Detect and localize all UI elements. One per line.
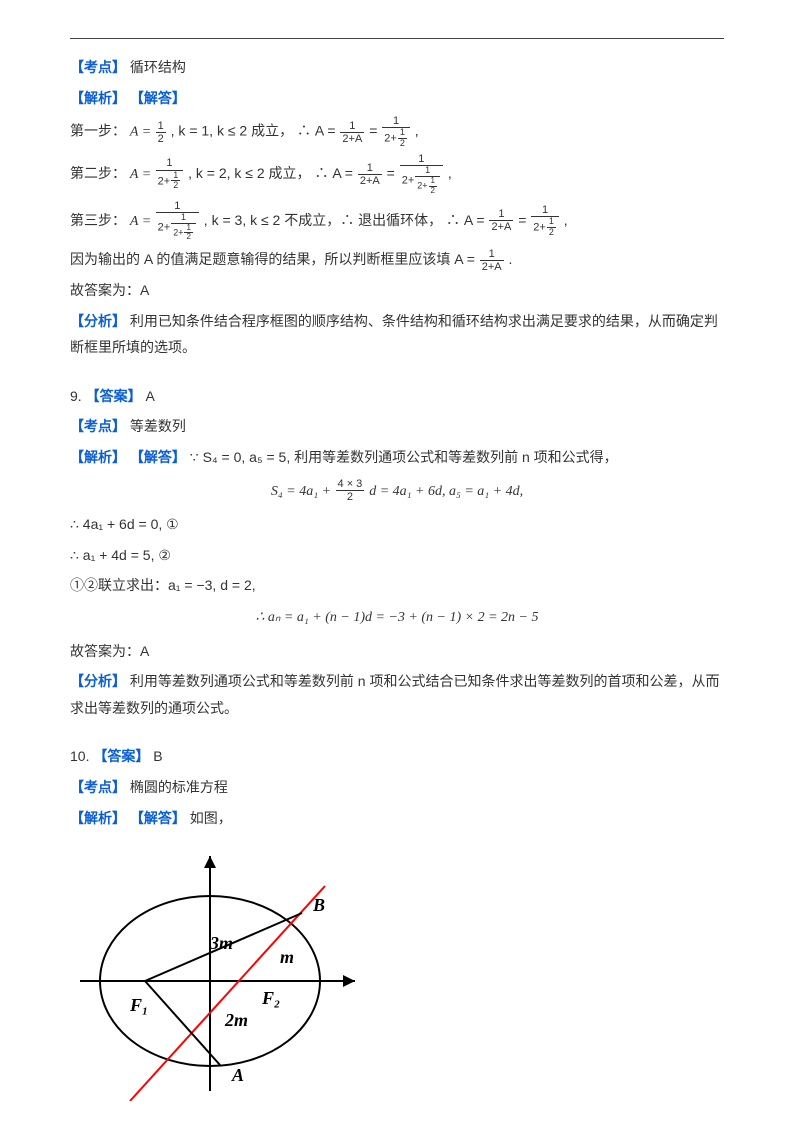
q8-jiexi-header: 【解析】 【解答】 bbox=[70, 85, 724, 112]
frac-nested2a: 12+12 bbox=[156, 157, 184, 191]
svg-text:2m: 2m bbox=[224, 1010, 248, 1030]
frac-nested1: 12+12 bbox=[382, 115, 410, 149]
q9-eq-center2: ∴ aₙ = a₁ + (n − 1)d = −3 + (n − 1) × 2 … bbox=[70, 605, 724, 632]
step1-label: 第一步： bbox=[70, 123, 126, 139]
q9-eqc-right: d = 4a₁ + 6d, a₅ = a₁ + 4d, bbox=[369, 484, 523, 499]
svg-text:3m: 3m bbox=[209, 933, 233, 953]
frac-1-2pA-b: 12+A bbox=[358, 162, 382, 187]
q8-analysis-text: 利用已知条件结合程序框图的顺序结构、条件结构和循环结构求出满足要求的结果，从而确… bbox=[70, 313, 718, 356]
q8-step1: 第一步： A = 12 , k = 1, k ≤ 2 成立， ∴ A = 12+… bbox=[70, 115, 724, 149]
q9-eq-center: S₄ = 4a₁ + 4 × 3 2 d = 4a₁ + 6d, a₅ = a₁… bbox=[70, 477, 724, 506]
svg-text:F₂: F₂ bbox=[261, 988, 280, 1008]
step3-A: A = bbox=[130, 214, 155, 229]
q9-eqc-left: S₄ = 4a₁ + bbox=[271, 484, 335, 499]
step1-res-prefix: ∴ A = bbox=[297, 123, 339, 139]
q10-section: 10. 【答案】 B 【考点】 椭圆的标准方程 【解析】 【解答】 如图， 3m… bbox=[70, 743, 724, 1101]
q9-line3: ∴ a₁ + 4d = 5, ② bbox=[70, 542, 724, 569]
q10-topic: 椭圆的标准方程 bbox=[130, 779, 228, 795]
daan-tag-10: 【答案】 bbox=[93, 748, 149, 764]
eq3: = bbox=[518, 212, 530, 228]
q9-answer-letter: A bbox=[145, 388, 154, 404]
svg-text:F₁: F₁ bbox=[129, 995, 148, 1015]
q9-section: 9. 【答案】 A 【考点】 等差数列 【解析】 【解答】 ∵ S₄ = 0, … bbox=[70, 383, 724, 722]
jieda-tag-9: 【解答】 bbox=[130, 449, 186, 465]
jiexi-tag-9: 【解析】 bbox=[70, 449, 126, 465]
fenxi-tag-9: 【分析】 bbox=[70, 673, 126, 689]
step1-cond: , k = 1, k ≤ 2 成立， bbox=[171, 123, 293, 139]
frac-nested3b: 12+12 bbox=[531, 204, 559, 238]
q8-step3: 第三步： A = 12+12+12 , k = 3, k ≤ 2 不成立，∴ 退… bbox=[70, 200, 724, 243]
step3-cond: , k = 3, k ≤ 2 不成立，∴ 退出循环体， bbox=[204, 212, 442, 228]
q8-output-final: . bbox=[509, 251, 513, 267]
step3-label: 第三步： bbox=[70, 212, 126, 228]
q10-answer-letter: B bbox=[153, 748, 162, 764]
eq2: = bbox=[387, 165, 399, 181]
q10-kaodian: 【考点】 椭圆的标准方程 bbox=[70, 774, 724, 801]
q9-topic: 等差数列 bbox=[130, 418, 186, 434]
svg-text:m: m bbox=[280, 947, 294, 967]
q9-line2: ∴ 4a₁ + 6d = 0, ① bbox=[70, 511, 724, 538]
q9-jiexi: 【解析】 【解答】 ∵ S₄ = 0, a₅ = 5, 利用等差数列通项公式和等… bbox=[70, 444, 724, 471]
q9-line1: ∵ S₄ = 0, a₅ = 5, 利用等差数列通项公式和等差数列前 n 项和公… bbox=[190, 449, 618, 465]
frac-1-2: 12 bbox=[156, 120, 166, 145]
q9-kaodian: 【考点】 等差数列 bbox=[70, 413, 724, 440]
jiexi-tag: 【解析】 bbox=[70, 90, 126, 106]
jiexi-tag-10: 【解析】 bbox=[70, 810, 126, 826]
step3-res-prefix: ∴ A = bbox=[446, 212, 488, 228]
q9-number: 9. bbox=[70, 388, 82, 404]
frac-1-2pA: 12+A bbox=[340, 120, 364, 145]
q9-answer-header: 9. 【答案】 A bbox=[70, 383, 724, 410]
kaodian-tag-9: 【考点】 bbox=[70, 418, 126, 434]
q9-analysis-text: 利用等差数列通项公式和等差数列前 n 项和公式结合已知条件求出等差数列的首项和公… bbox=[70, 673, 719, 716]
step2-res-prefix: ∴ A = bbox=[314, 165, 356, 181]
comma2: , bbox=[448, 165, 452, 181]
q8-analysis: 【分析】 利用已知条件结合程序框图的顺序结构、条件结构和循环结构求出满足要求的结… bbox=[70, 308, 724, 361]
frac-nested2b: 12+12+12 bbox=[400, 153, 443, 196]
q10-number: 10. bbox=[70, 748, 89, 764]
q8-section: 【考点】 循环结构 【解析】 【解答】 第一步： A = 12 , k = 1,… bbox=[70, 54, 724, 361]
svg-text:A: A bbox=[231, 1065, 244, 1085]
header-rule bbox=[70, 38, 724, 39]
q8-kaodian: 【考点】 循环结构 bbox=[70, 54, 724, 81]
ellipse-diagram: 3m m 2m F₁ F₂ A B bbox=[70, 841, 370, 1101]
step1-A: A = bbox=[130, 125, 155, 140]
step2-label: 第二步： bbox=[70, 165, 126, 181]
frac-1-2pA-d: 12+A bbox=[480, 248, 504, 273]
q8-answer: 故答案为：A bbox=[70, 277, 724, 304]
q8-topic: 循环结构 bbox=[130, 59, 186, 75]
q10-jiexi: 【解析】 【解答】 如图， bbox=[70, 805, 724, 832]
daan-tag: 【答案】 bbox=[86, 388, 142, 404]
jieda-tag-10: 【解答】 bbox=[130, 810, 186, 826]
fenxi-tag: 【分析】 bbox=[70, 313, 126, 329]
frac-1-2pA-c: 12+A bbox=[489, 208, 513, 233]
kaodian-tag-10: 【考点】 bbox=[70, 779, 126, 795]
q9-eqc-frac: 4 × 3 2 bbox=[336, 478, 365, 503]
comma3: , bbox=[564, 212, 568, 228]
q10-intro: 如图， bbox=[190, 810, 232, 826]
q8-output: 因为输出的 A 的值满足题意输得的结果，所以判断框里应该填 A = 12+A . bbox=[70, 246, 724, 273]
q8-output-text: 因为输出的 A 的值满足题意输得的结果，所以判断框里应该填 A = bbox=[70, 251, 479, 267]
eq: = bbox=[369, 123, 381, 139]
svg-text:B: B bbox=[312, 895, 325, 915]
q10-diagram: 3m m 2m F₁ F₂ A B bbox=[70, 841, 724, 1101]
kaodian-tag: 【考点】 bbox=[70, 59, 126, 75]
step2-A: A = bbox=[130, 167, 155, 182]
q8-step2: 第二步： A = 12+12 , k = 2, k ≤ 2 成立， ∴ A = … bbox=[70, 153, 724, 196]
comma1: , bbox=[415, 123, 419, 139]
q9-line4: ①②联立求出：a₁ = −3, d = 2, bbox=[70, 572, 724, 599]
q9-answer-line: 故答案为：A bbox=[70, 638, 724, 665]
frac-nested3a: 12+12+12 bbox=[156, 200, 199, 243]
jieda-tag: 【解答】 bbox=[130, 90, 186, 106]
q10-answer-header: 10. 【答案】 B bbox=[70, 743, 724, 770]
step2-cond: , k = 2, k ≤ 2 成立， bbox=[188, 165, 310, 181]
q9-analysis: 【分析】 利用等差数列通项公式和等差数列前 n 项和公式结合已知条件求出等差数列… bbox=[70, 668, 724, 721]
